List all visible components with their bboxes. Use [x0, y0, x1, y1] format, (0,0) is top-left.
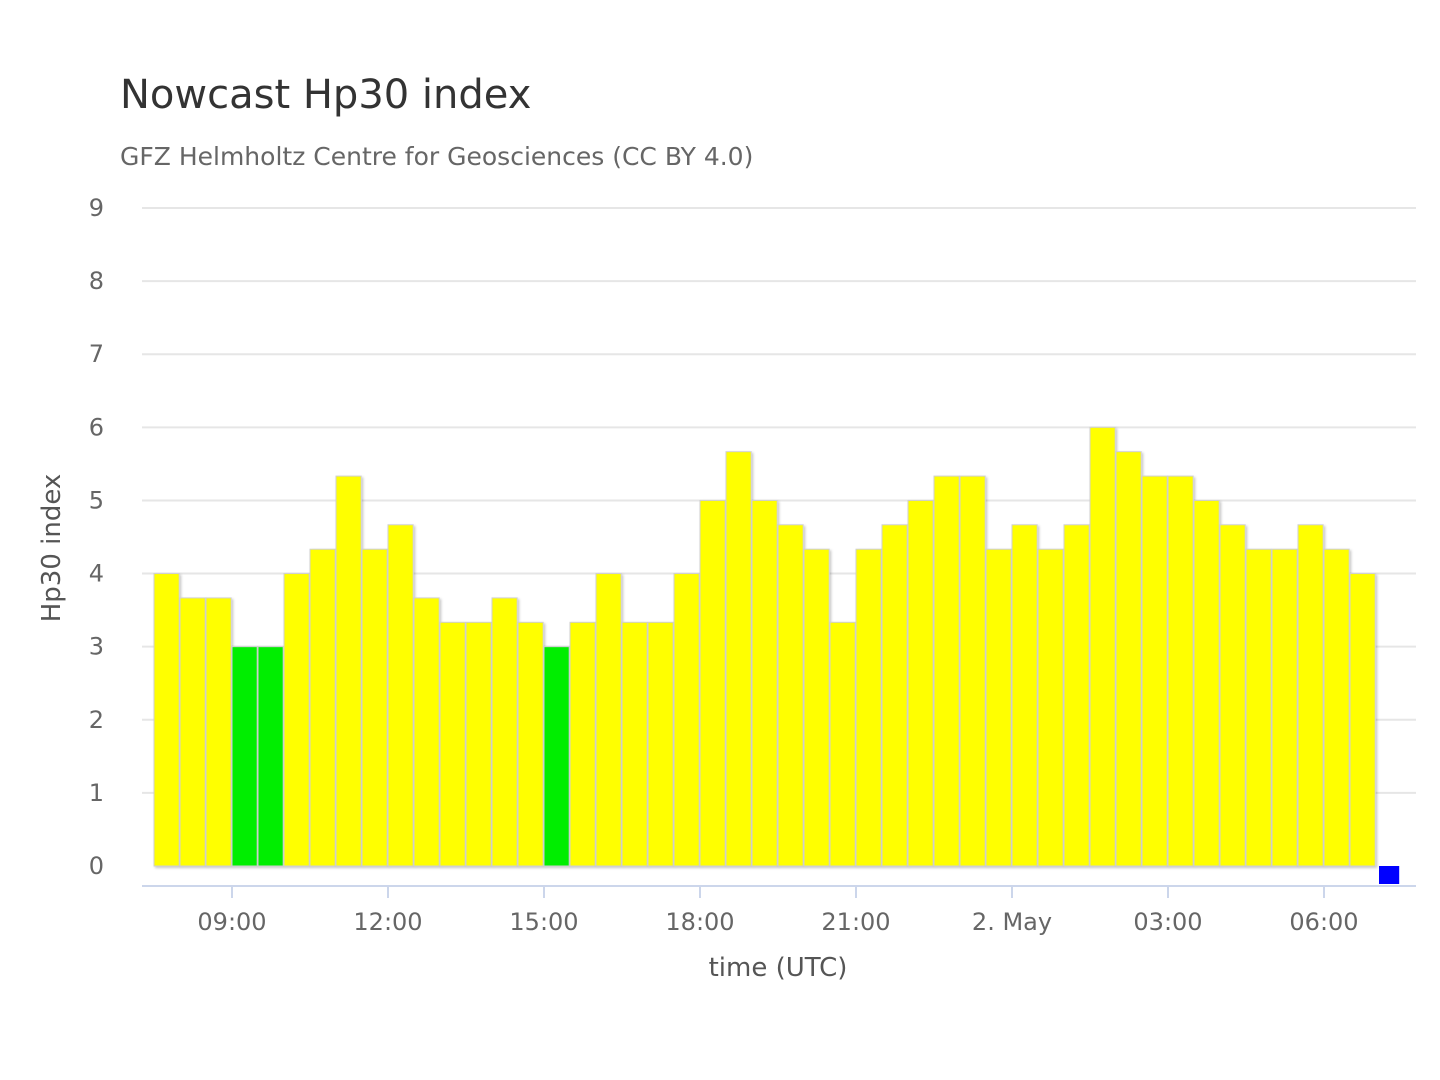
bar	[1271, 548, 1298, 867]
bar	[621, 621, 648, 867]
x-tick-label: 06:00	[1289, 908, 1358, 936]
x-tick-label: 12:00	[353, 908, 422, 936]
bar	[803, 548, 830, 867]
bar	[491, 597, 518, 867]
y-tick-label: 3	[89, 633, 104, 661]
bar	[1115, 451, 1142, 867]
bar	[1141, 475, 1168, 867]
bar	[1063, 524, 1090, 867]
x-axis: 09:00 12:00 15:00 18:00 21:00 2. May 03:00 06:0…	[142, 885, 1416, 936]
y-axis-title: Hp30 index	[37, 474, 67, 623]
bar	[855, 548, 882, 867]
bar	[257, 646, 284, 867]
bar	[907, 499, 934, 867]
bar	[1297, 524, 1324, 867]
y-tick-label: 9	[89, 194, 104, 222]
bar	[1011, 524, 1038, 867]
bar	[1379, 866, 1400, 884]
bar	[283, 573, 310, 867]
x-tick-label: 18:00	[665, 908, 734, 936]
y-tick-label: 4	[89, 560, 104, 588]
bar	[1167, 475, 1194, 867]
bar	[1089, 426, 1116, 867]
x-tick-label: 15:00	[509, 908, 578, 936]
bar	[959, 475, 986, 867]
chart-title: Nowcast Hp30 index	[120, 72, 532, 118]
bar	[1245, 548, 1272, 867]
bar	[387, 524, 414, 867]
bar	[569, 621, 596, 867]
y-tick-label: 2	[89, 706, 104, 734]
bar	[465, 621, 492, 867]
bar	[179, 597, 206, 867]
bar	[153, 573, 180, 867]
bar	[543, 646, 570, 867]
bar	[595, 573, 622, 867]
bar	[413, 597, 440, 867]
bar	[1323, 548, 1350, 867]
bar	[985, 548, 1012, 867]
y-tick-label: 7	[89, 340, 104, 368]
bar	[205, 597, 232, 867]
bar	[309, 548, 336, 867]
bar	[881, 524, 908, 867]
bar	[725, 451, 752, 867]
bar	[1193, 499, 1220, 867]
bar	[699, 499, 726, 867]
x-axis-title: time (UTC)	[709, 953, 848, 983]
y-tick-label: 6	[89, 413, 104, 441]
bars	[153, 426, 1400, 884]
chart-subtitle: GFZ Helmholtz Centre for Geosciences (CC…	[120, 142, 754, 171]
bar	[231, 646, 258, 867]
bar	[439, 621, 466, 867]
y-tick-label: 5	[89, 486, 104, 514]
bar	[777, 524, 804, 867]
y-axis-ticks: 0 1 2 3 4 5 6 7 8 9	[89, 194, 104, 880]
y-tick-label: 0	[89, 852, 104, 880]
bar	[751, 499, 778, 867]
y-tick-label: 8	[89, 267, 104, 295]
bar	[673, 573, 700, 867]
y-tick-label: 1	[89, 779, 104, 807]
x-tick-label: 21:00	[821, 908, 890, 936]
bar	[517, 621, 544, 867]
bar	[1219, 524, 1246, 867]
x-tick-label: 03:00	[1133, 908, 1202, 936]
x-tick-label: 09:00	[197, 908, 266, 936]
bar	[1037, 548, 1064, 867]
bar	[829, 621, 856, 867]
bar	[647, 621, 674, 867]
bar	[335, 475, 362, 867]
bar	[1349, 573, 1376, 867]
bar	[933, 475, 960, 867]
bar	[361, 548, 388, 867]
x-tick-label: 2. May	[972, 908, 1052, 936]
